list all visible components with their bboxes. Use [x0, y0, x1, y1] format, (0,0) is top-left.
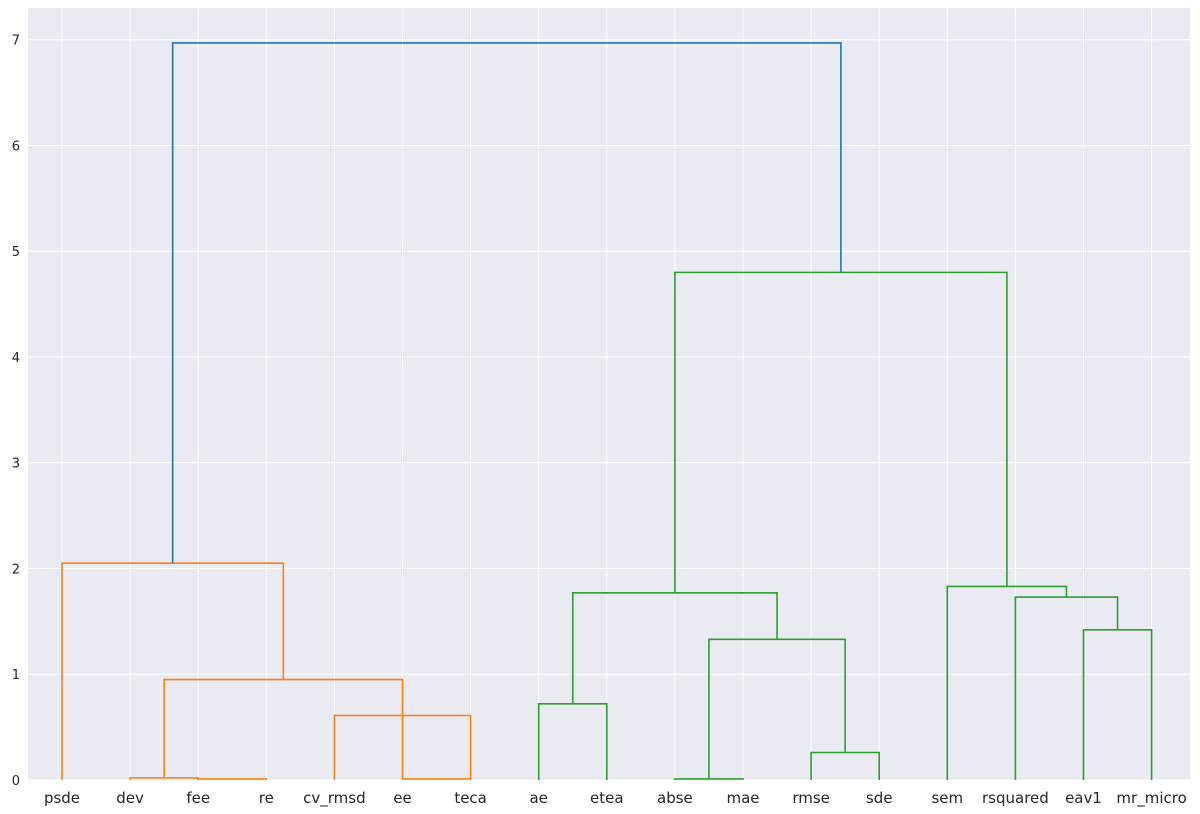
leaf-label: rsquared [982, 789, 1049, 807]
leaf-label: etea [590, 789, 624, 807]
y-tick-label: 7 [12, 34, 20, 49]
leaf-label: dev [116, 789, 144, 807]
dendrogram-link [197, 778, 268, 780]
leaf-label: psde [44, 789, 80, 807]
y-axis-ticks: 0 1 2 3 4 5 6 7 [12, 34, 20, 789]
leaf-label: sem [931, 789, 963, 807]
leaf-label: ae [529, 789, 547, 807]
y-tick-label: 2 [12, 562, 20, 577]
leaf-label: cv_rmsd [303, 789, 365, 808]
leaf-label: mr_micro [1116, 789, 1186, 808]
y-tick-label: 4 [12, 351, 20, 366]
y-tick-label: 3 [12, 457, 20, 472]
y-tick-label: 1 [12, 668, 20, 683]
leaf-label: re [259, 789, 274, 807]
leaf-label: eav1 [1065, 789, 1102, 807]
y-tick-label: 0 [12, 774, 20, 789]
dendrogram-links [61, 42, 1153, 780]
dendrogram-link [401, 715, 472, 780]
leaf-label: sde [866, 789, 893, 807]
leaf-label: rmse [792, 789, 830, 807]
leaf-label: teca [454, 789, 487, 807]
leaf-label: mae [726, 789, 759, 807]
y-tick-label: 6 [12, 139, 20, 154]
dendrogram-link [171, 42, 842, 564]
leaf-label: fee [186, 789, 210, 807]
plot-background [28, 8, 1190, 780]
x-axis-leaf-labels: psde dev fee re cv_rmsd ee teca ae etea abse mae rm… [44, 789, 1187, 808]
y-tick-label: 5 [12, 245, 20, 260]
leaf-label: abse [657, 789, 693, 807]
grid-lines [28, 8, 1190, 781]
leaf-label: ee [393, 789, 411, 807]
